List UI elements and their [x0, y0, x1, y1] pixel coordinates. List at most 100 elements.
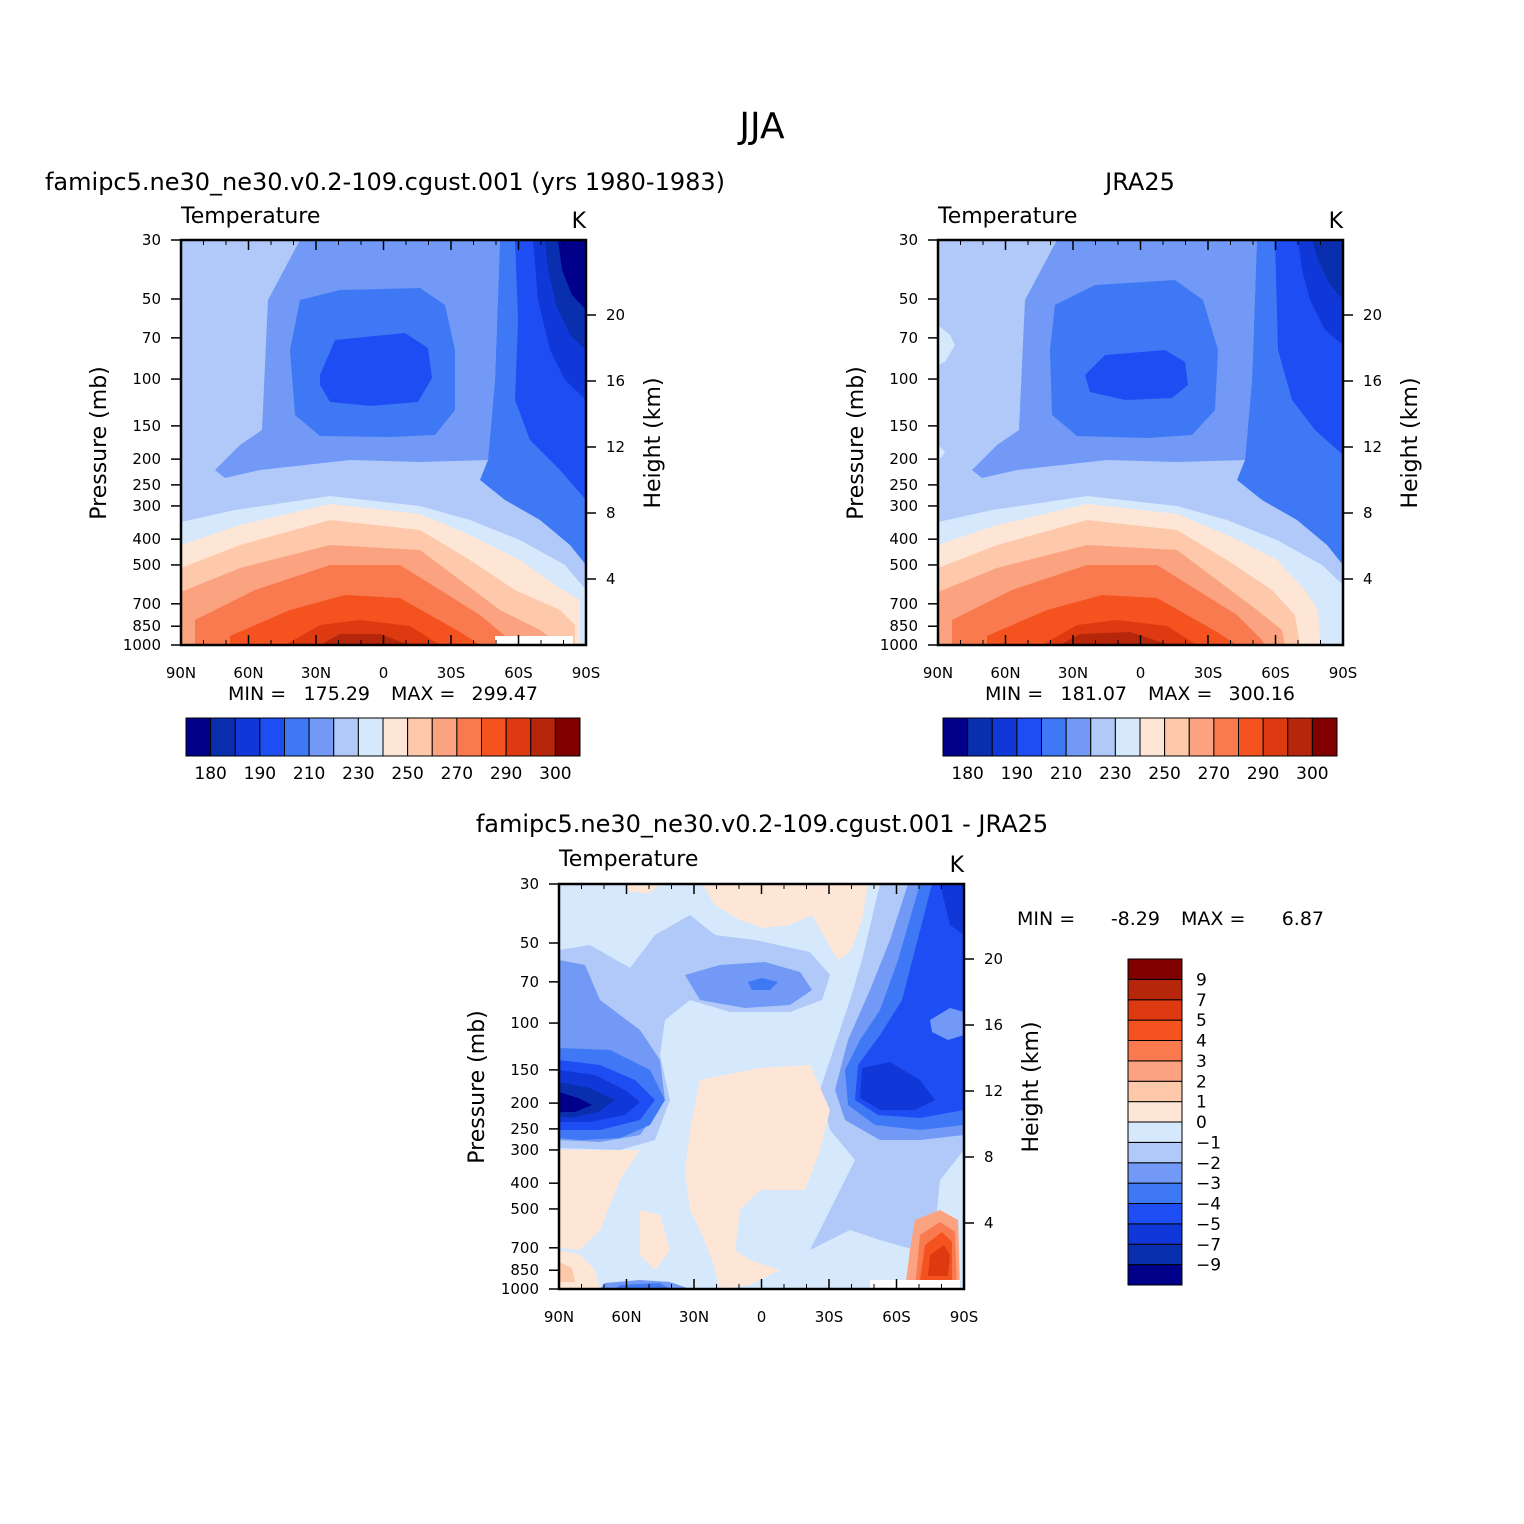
colorbar-swatch	[1213, 717, 1239, 757]
height-tick-label: 20	[984, 950, 1003, 968]
colorbar-label: 230	[1099, 764, 1131, 784]
colorbar-label: 290	[1247, 764, 1279, 784]
y-tick-label: 250	[889, 476, 918, 494]
colorbar-swatch	[1262, 717, 1289, 757]
colorbar-swatch	[1287, 717, 1313, 757]
colorbar-swatch	[407, 717, 433, 757]
panel-reference: JRA25 Temperature K 90N 60N 30N 0 30S 60S 90S 3…	[844, 168, 1423, 784]
min-value: -8.29	[1111, 908, 1160, 930]
height-tick-label: 8	[606, 504, 616, 522]
contour-fill	[285, 620, 440, 645]
colorbar-label: 180	[194, 764, 226, 784]
colorbar-swatch	[1188, 717, 1215, 757]
height-tick-label: 4	[606, 570, 616, 588]
colorbar-label: 9	[1196, 970, 1207, 990]
variable-label: Temperature	[937, 204, 1077, 229]
y-axis-label-right: Height (km)	[1398, 377, 1423, 508]
contour-fill	[559, 1262, 575, 1282]
height-tick-label: 16	[984, 1016, 1003, 1034]
x-tick-label: 30S	[1194, 664, 1223, 682]
colorbar-swatch	[259, 717, 285, 757]
height-tick-label: 20	[1363, 306, 1382, 324]
y-tick-label: 400	[510, 1174, 539, 1192]
units-label: K	[1329, 209, 1344, 234]
colorbar-swatch	[554, 717, 581, 757]
colorbar-swatch	[1127, 958, 1183, 980]
colorbar-swatch	[1127, 1162, 1183, 1184]
min-value: 181.07	[1061, 683, 1127, 705]
figure-title: JJA	[737, 106, 785, 147]
colorbar-label: 180	[951, 764, 983, 784]
x-tick-label: 60S	[1261, 664, 1290, 682]
colorbar-swatch	[431, 717, 458, 757]
y-tick-label: 200	[132, 450, 161, 468]
colorbar-label: −4	[1196, 1195, 1221, 1215]
axis-ticks: 90N 60N 30N 0 30S 60S 90S 30 50 70 100 150 200 250 300…	[880, 231, 1382, 682]
contour-fill	[615, 1283, 670, 1289]
height-tick-label: 16	[1363, 372, 1382, 390]
y-tick-label: 500	[889, 556, 918, 574]
colorbar-swatch	[1127, 1223, 1183, 1245]
y-tick-label: 850	[510, 1261, 539, 1279]
axis-ticks: 90N 60N 30N 0 30S 60S 90S 30 50 70 100 150 200 250 300…	[123, 231, 625, 682]
colorbar-swatch	[382, 717, 409, 757]
colorbar-label: 2	[1196, 1072, 1207, 1092]
min-label: MIN =	[228, 683, 286, 705]
contour-fill	[625, 884, 660, 893]
variable-label: Temperature	[180, 204, 320, 229]
min-label: MIN =	[1017, 908, 1075, 930]
contour-fill	[685, 962, 812, 1008]
colorbar-label: 250	[1148, 764, 1180, 784]
height-tick-label: 12	[1363, 438, 1382, 456]
contour-fill	[855, 884, 964, 1118]
max-value: 6.87	[1282, 908, 1324, 930]
colorbar-label: 4	[1196, 1032, 1207, 1052]
x-tick-label: 90N	[166, 664, 196, 682]
colorbar-swatch	[481, 717, 507, 757]
height-tick-label: 8	[1363, 504, 1373, 522]
y-tick-label: 200	[889, 450, 918, 468]
contour-fill	[928, 1245, 950, 1276]
colorbar-swatch	[234, 717, 261, 757]
max-value: 299.47	[472, 683, 538, 705]
colorbar-label: 290	[490, 764, 522, 784]
variable-label: Temperature	[558, 847, 698, 872]
contour-fill	[559, 1092, 592, 1112]
y-tick-label: 1000	[880, 636, 918, 654]
height-tick-label: 4	[984, 1214, 994, 1232]
colorbar-label: 7	[1196, 991, 1207, 1011]
contour-fill	[320, 634, 410, 645]
colorbar-label: 190	[244, 764, 276, 784]
colorbar-swatch	[456, 717, 482, 757]
x-tick-label: 0	[757, 1308, 767, 1326]
y-axis-label-right: Height (km)	[1019, 1021, 1044, 1152]
y-axis-label: Pressure (mb)	[87, 366, 112, 520]
contour-fill	[1312, 240, 1343, 300]
contour-fill	[685, 1065, 830, 1289]
colorbar-swatch	[210, 717, 236, 757]
height-tick-label: 16	[606, 372, 625, 390]
colorbar-swatch	[1127, 1182, 1183, 1204]
colorbar-label: 190	[1001, 764, 1033, 784]
colorbar-swatch	[1127, 1101, 1183, 1123]
colorbar-swatch	[967, 717, 993, 757]
colorbar-swatch	[1127, 1080, 1183, 1103]
x-tick-label: 90N	[923, 664, 953, 682]
colorbar-label: 300	[539, 764, 571, 784]
y-tick-label: 150	[889, 417, 918, 435]
contour-fill	[940, 884, 964, 935]
colorbar-label: 1	[1196, 1093, 1207, 1113]
contour-fill	[1060, 632, 1170, 645]
y-tick-label: 400	[132, 530, 161, 548]
colorbar-swatch	[1127, 1121, 1183, 1143]
max-label: MAX =	[1181, 908, 1245, 930]
min-label: MIN =	[985, 683, 1043, 705]
colorbar-swatch	[357, 717, 384, 757]
height-tick-label: 12	[606, 438, 625, 456]
y-tick-label: 300	[132, 497, 161, 515]
colorbar-label: 270	[441, 764, 473, 784]
x-tick-label: 90N	[544, 1308, 574, 1326]
colorbar-swatch	[1311, 717, 1338, 757]
y-tick-label: 30	[899, 231, 918, 249]
y-tick-label: 500	[510, 1200, 539, 1218]
